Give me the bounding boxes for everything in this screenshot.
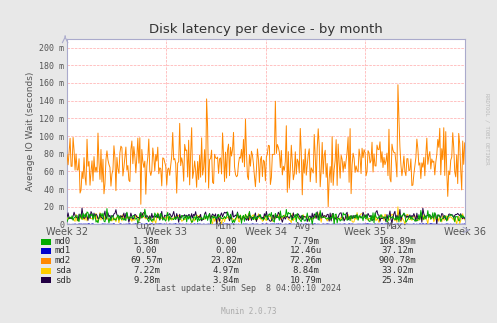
Text: md2: md2 [55,256,71,265]
Text: Max:: Max: [387,222,409,231]
Text: 10.79m: 10.79m [290,276,322,285]
Text: 33.02m: 33.02m [382,266,414,275]
Text: Munin 2.0.73: Munin 2.0.73 [221,307,276,316]
Text: 3.84m: 3.84m [213,276,240,285]
Text: 23.82m: 23.82m [210,256,242,265]
Title: Disk latency per device - by month: Disk latency per device - by month [149,23,383,36]
Text: Avg:: Avg: [295,222,317,231]
Text: Cur:: Cur: [136,222,158,231]
Text: 8.84m: 8.84m [292,266,319,275]
Text: 0.00: 0.00 [215,246,237,255]
Text: 37.12m: 37.12m [382,246,414,255]
Text: 0.00: 0.00 [136,246,158,255]
Text: 12.46u: 12.46u [290,246,322,255]
Text: md1: md1 [55,246,71,255]
Text: 900.78m: 900.78m [379,256,416,265]
Text: sdb: sdb [55,276,71,285]
Text: 7.79m: 7.79m [292,237,319,246]
Text: RRDTOOL / TOBI OETIKER: RRDTOOL / TOBI OETIKER [485,93,490,165]
Text: sda: sda [55,266,71,275]
Text: 168.89m: 168.89m [379,237,416,246]
Y-axis label: Average IO Wait (seconds): Average IO Wait (seconds) [26,72,35,191]
Text: 72.26m: 72.26m [290,256,322,265]
Text: 69.57m: 69.57m [131,256,163,265]
Text: 1.38m: 1.38m [133,237,160,246]
Text: Last update: Sun Sep  8 04:00:10 2024: Last update: Sun Sep 8 04:00:10 2024 [156,284,341,293]
Text: Min:: Min: [215,222,237,231]
Text: 9.28m: 9.28m [133,276,160,285]
Text: 7.22m: 7.22m [133,266,160,275]
Text: 0.00: 0.00 [215,237,237,246]
Text: 25.34m: 25.34m [382,276,414,285]
Text: 4.97m: 4.97m [213,266,240,275]
Text: md0: md0 [55,237,71,246]
